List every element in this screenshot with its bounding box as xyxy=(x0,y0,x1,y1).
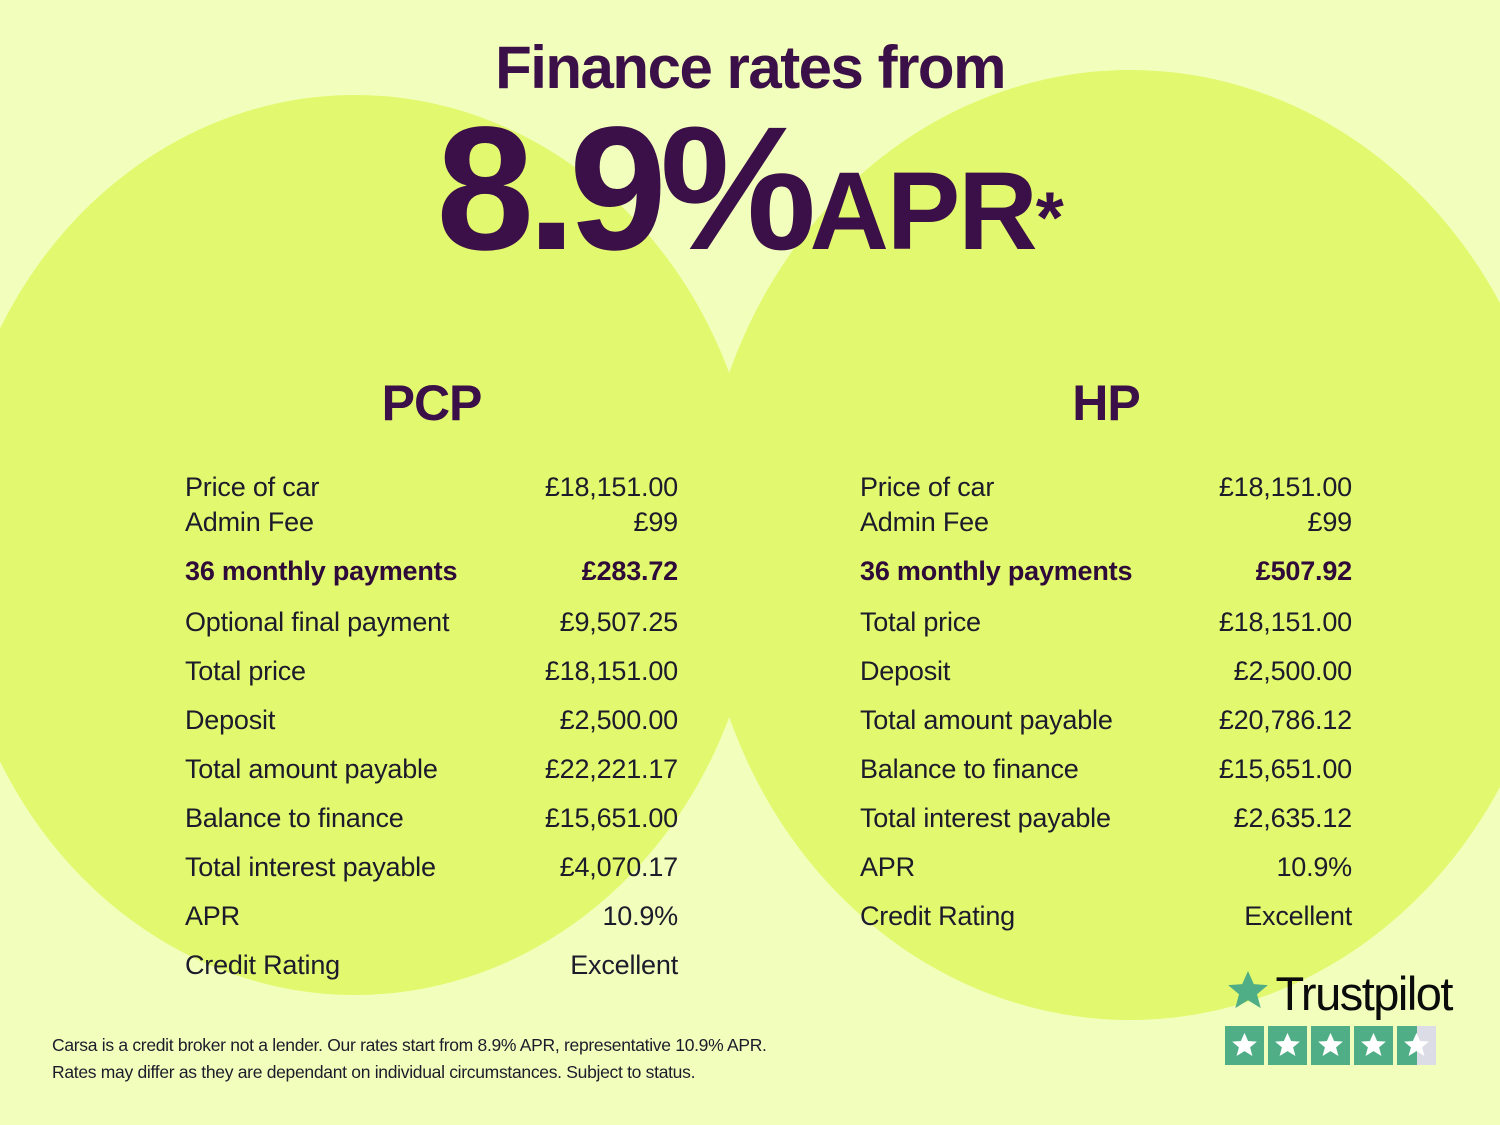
plan-row-value: 10.9% xyxy=(1276,852,1352,882)
plan-row: Deposit £2,500.00 xyxy=(185,705,678,736)
rate-unit: APR xyxy=(809,150,1037,273)
plan-row-value: £2,500.00 xyxy=(559,705,679,735)
trustpilot-star-rating xyxy=(1225,1026,1452,1065)
rate-headline: 8.9%APR* xyxy=(0,101,1500,277)
plan-row: Total interest payable £4,070.17 xyxy=(185,852,678,883)
plan-row-value: £507.92 xyxy=(1255,556,1352,586)
plan-row-label: APR xyxy=(860,852,915,882)
trustpilot-name: Trustpilot xyxy=(1275,966,1453,1020)
plan-row-label: APR xyxy=(185,901,240,931)
plan-row-label: Total price xyxy=(185,656,306,686)
plan-row: Total price £18,151.00 xyxy=(860,607,1352,638)
plan-row-label: Deposit xyxy=(185,705,276,735)
trustpilot-star-filled-icon xyxy=(1354,1026,1394,1065)
plan-row-value: £15,651.00 xyxy=(544,803,678,833)
trustpilot-star-filled-icon xyxy=(1225,1026,1265,1065)
plan-row-value: £4,070.17 xyxy=(559,852,679,882)
plan-row-label: Deposit xyxy=(860,656,951,686)
plan-row: Admin Fee £99 xyxy=(860,507,1352,538)
plan-row-label: Price of car xyxy=(185,472,320,502)
plan-row: Balance to finance £15,651.00 xyxy=(185,803,678,834)
trustpilot-star-filled-icon xyxy=(1268,1026,1308,1065)
plan-row-value: £99 xyxy=(1307,507,1353,537)
plan-row: Total amount payable £22,221.17 xyxy=(185,754,678,785)
page-title: Finance rates from xyxy=(495,34,1006,101)
plan-row-label: 36 monthly payments xyxy=(185,556,458,586)
disclaimer-line-2: Rates may differ as they are dependant o… xyxy=(52,1062,696,1083)
plan-rows-hp: Price of car £18,151.00 Admin Fee £99 36 mon… xyxy=(860,472,1352,932)
plan-row-value: £18,151.00 xyxy=(1218,607,1352,637)
plan-row-label: 36 monthly payments xyxy=(860,556,1133,586)
plan-row: Balance to finance £15,651.00 xyxy=(860,754,1352,785)
plan-row-label: Total price xyxy=(860,607,981,637)
plan-row: Deposit £2,500.00 xyxy=(860,656,1352,687)
plan-row-value: £18,151.00 xyxy=(1218,472,1352,502)
plan-row-label: Total interest payable xyxy=(860,803,1111,833)
plan-row-label: Admin Fee xyxy=(185,507,314,537)
plan-row: 36 monthly payments £283.72 xyxy=(185,556,678,587)
background-blob-right xyxy=(700,70,1500,1020)
plan-row-label: Price of car xyxy=(860,472,995,502)
plan-row-value: Excellent xyxy=(570,950,678,980)
plan-row: Credit Rating Excellent xyxy=(185,950,678,981)
plan-row-label: Total amount payable xyxy=(860,705,1113,735)
plan-row-label: Total interest payable xyxy=(185,852,436,882)
plan-row-value: £20,786.12 xyxy=(1218,705,1352,735)
plan-row-value: £22,221.17 xyxy=(544,754,678,784)
plan-row-label: Total amount payable xyxy=(185,754,438,784)
plan-row-label: Balance to finance xyxy=(185,803,404,833)
header: Finance rates from 8.9%APR* xyxy=(0,36,1500,277)
plan-row: Total amount payable £20,786.12 xyxy=(860,705,1352,736)
plan-row: Credit Rating Excellent xyxy=(860,901,1352,932)
plan-row-value: £15,651.00 xyxy=(1218,754,1352,784)
plan-row-value: 10.9% xyxy=(602,901,678,931)
plan-row: Optional final payment £9,507.25 xyxy=(185,607,678,638)
plan-row-value: £9,507.25 xyxy=(559,607,679,637)
plan-row: Total price £18,151.00 xyxy=(185,656,678,687)
plan-row: APR 10.9% xyxy=(860,852,1352,883)
plan-row-value: £2,635.12 xyxy=(1233,803,1353,833)
plan-rows-pcp: Price of car £18,151.00 Admin Fee £99 36 mon… xyxy=(185,472,678,981)
disclaimer-text: Carsa is a credit broker not a lender. O… xyxy=(52,1032,842,1086)
rate-value: 8.9% xyxy=(436,91,816,287)
trustpilot-wordmark: Trustpilot xyxy=(1225,966,1453,1020)
plan-row-value: Excellent xyxy=(1244,901,1352,931)
plan-row-value: £18,151.00 xyxy=(544,656,678,686)
plan-row-label: Balance to finance xyxy=(860,754,1079,784)
trustpilot-widget[interactable]: Trustpilot xyxy=(1225,966,1453,1065)
plan-column-pcp: PCP Price of car £18,151.00 Admin Fee £99 36… xyxy=(0,378,750,999)
disclaimer-line-1: Carsa is a credit broker not a lender. O… xyxy=(52,1035,767,1055)
plan-row-label: Credit Rating xyxy=(860,901,1015,931)
plan-row-value: £99 xyxy=(633,507,679,537)
plan-title-pcp: PCP xyxy=(381,375,483,431)
plan-row-value: £283.72 xyxy=(581,556,678,586)
plan-comparison: PCP Price of car £18,151.00 Admin Fee £99 36… xyxy=(0,378,1500,999)
trustpilot-star-filled-icon xyxy=(1311,1026,1351,1065)
plan-row: Total interest payable £2,635.12 xyxy=(860,803,1352,834)
plan-title-hp: HP xyxy=(1072,375,1140,431)
plan-row-value: £2,500.00 xyxy=(1233,656,1353,686)
plan-column-hp: HP Price of car £18,151.00 Admin Fee £99 36 … xyxy=(750,378,1500,999)
plan-row: 36 monthly payments £507.92 xyxy=(860,556,1352,587)
plan-row: Price of car £18,151.00 xyxy=(860,472,1352,503)
background-blob-left xyxy=(0,95,760,995)
trustpilot-star-half-icon xyxy=(1397,1026,1437,1065)
plan-row-label: Credit Rating xyxy=(185,950,340,980)
plan-row: Price of car £18,151.00 xyxy=(185,472,678,503)
plan-row-value: £18,151.00 xyxy=(544,472,678,502)
plan-row: APR 10.9% xyxy=(185,901,678,932)
trustpilot-star-icon xyxy=(1225,968,1271,1018)
footnote-marker: * xyxy=(1035,178,1064,259)
plan-row-label: Optional final payment xyxy=(185,607,450,637)
plan-row-label: Admin Fee xyxy=(860,507,989,537)
plan-row: Admin Fee £99 xyxy=(185,507,678,538)
